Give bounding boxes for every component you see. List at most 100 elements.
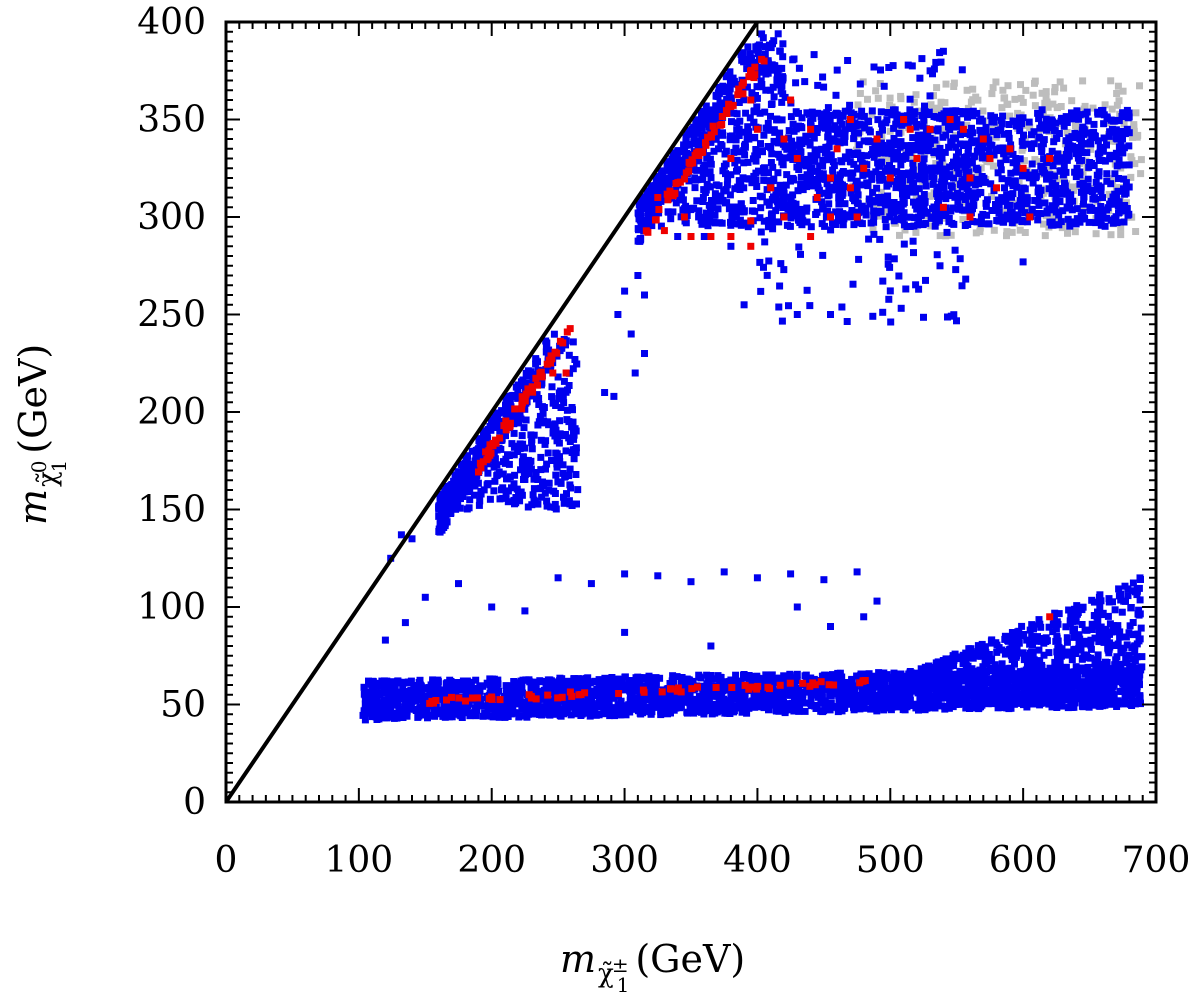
blue-point xyxy=(700,168,708,176)
blue-point xyxy=(555,395,563,403)
blue-point xyxy=(737,679,745,686)
blue-point xyxy=(726,677,734,685)
blue-point xyxy=(497,706,505,714)
blue-point xyxy=(737,177,745,185)
blue-point xyxy=(769,163,777,171)
blue-point xyxy=(472,475,480,483)
blue-point xyxy=(517,677,525,685)
blue-point xyxy=(572,449,580,457)
blue-point xyxy=(719,167,727,175)
blue-point xyxy=(1087,636,1095,644)
grey-point xyxy=(1070,186,1078,194)
grey-point xyxy=(884,156,892,163)
blue-point xyxy=(1079,679,1087,686)
blue-point xyxy=(1008,656,1016,664)
blue-point xyxy=(818,683,826,691)
blue-point xyxy=(1002,648,1010,656)
blue-point xyxy=(1072,650,1080,657)
blue-point xyxy=(1093,690,1101,698)
blue-point xyxy=(573,360,581,368)
blue-point xyxy=(1053,666,1061,674)
blue-point xyxy=(557,712,565,720)
blue-point xyxy=(519,698,527,706)
blue-point xyxy=(732,677,740,685)
blue-point xyxy=(1070,703,1078,711)
blue-point xyxy=(764,143,772,150)
blue-point xyxy=(535,395,543,402)
blue-point xyxy=(518,432,526,440)
blue-point xyxy=(525,470,533,478)
blue-point xyxy=(708,114,716,122)
blue-point xyxy=(930,693,938,700)
blue-point xyxy=(1057,700,1065,708)
blue-point xyxy=(515,419,523,427)
blue-point xyxy=(1051,609,1059,617)
grey-point xyxy=(872,87,880,95)
blue-point xyxy=(510,429,518,437)
blue-point xyxy=(1063,634,1071,642)
blue-point xyxy=(775,674,783,682)
blue-point xyxy=(712,102,720,110)
blue-point xyxy=(468,447,476,455)
blue-point xyxy=(674,159,681,167)
grey-point xyxy=(1041,232,1049,240)
blue-point xyxy=(549,429,557,437)
blue-point xyxy=(568,404,576,411)
blue-point xyxy=(1122,633,1130,641)
blue-point xyxy=(1126,699,1134,707)
blue-point xyxy=(386,705,394,713)
blue-point xyxy=(502,455,510,463)
blue-point xyxy=(728,118,735,126)
blue-point xyxy=(669,676,677,684)
blue-point xyxy=(776,47,784,55)
blue-point xyxy=(1002,665,1009,673)
blue-point xyxy=(674,694,682,702)
blue-point xyxy=(680,695,688,703)
blue-point xyxy=(548,393,556,401)
blue-point xyxy=(850,703,857,711)
blue-point xyxy=(1074,682,1082,690)
blue-point xyxy=(1029,666,1037,674)
blue-point xyxy=(610,694,618,702)
blue-point xyxy=(554,454,562,462)
blue-point xyxy=(817,692,825,700)
blue-point xyxy=(698,111,706,119)
grey-point xyxy=(1049,100,1057,108)
blue-point xyxy=(740,184,748,192)
blue-point xyxy=(506,408,514,415)
blue-point xyxy=(801,707,809,715)
blue-point xyxy=(729,695,737,703)
blue-point xyxy=(533,710,541,718)
blue-point xyxy=(732,144,740,152)
blue-point xyxy=(655,178,663,186)
blue-point xyxy=(1014,628,1022,636)
blue-point xyxy=(448,701,456,709)
blue-point xyxy=(501,692,508,700)
blue-point xyxy=(733,694,741,702)
blue-point xyxy=(1105,598,1113,606)
blue-point xyxy=(1010,645,1017,653)
blue-point xyxy=(600,689,608,696)
grey-point xyxy=(1017,94,1025,102)
blue-point xyxy=(541,419,549,427)
blue-point xyxy=(1118,677,1126,685)
blue-point xyxy=(915,684,923,691)
blue-point xyxy=(727,77,734,85)
blue-point xyxy=(530,475,538,483)
blue-point xyxy=(916,695,924,703)
blue-point xyxy=(1131,648,1139,656)
blue-point xyxy=(452,482,459,490)
blue-point xyxy=(540,703,547,711)
blue-point xyxy=(447,705,455,713)
blue-point xyxy=(472,676,480,684)
blue-point xyxy=(905,691,913,699)
blue-point xyxy=(524,503,532,511)
blue-point xyxy=(611,712,618,720)
blue-point xyxy=(704,183,712,191)
blue-point xyxy=(1090,696,1098,704)
blue-point xyxy=(757,703,765,711)
blue-point xyxy=(1030,675,1038,683)
blue-point xyxy=(444,705,452,713)
blue-point xyxy=(848,675,856,683)
blue-point xyxy=(634,673,642,681)
